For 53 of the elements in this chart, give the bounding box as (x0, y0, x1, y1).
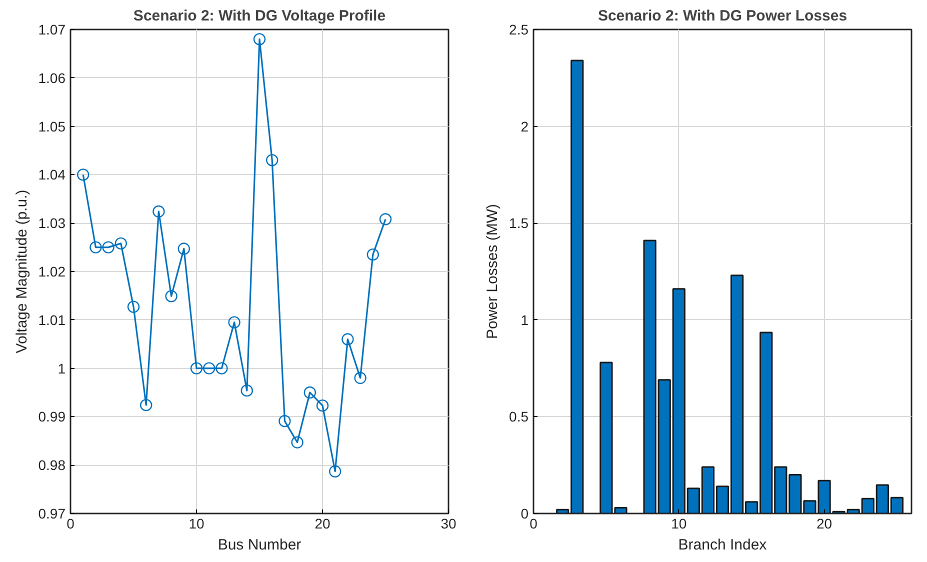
point (253, 33, 266, 46)
point (152, 205, 165, 218)
point (90, 241, 102, 254)
point (203, 362, 216, 374)
y-tick-label: 1 (58, 360, 66, 376)
y-tick-label: 1 (520, 312, 529, 328)
y-tick-label: 0.5 (509, 408, 529, 425)
point (240, 384, 253, 397)
point (342, 333, 354, 346)
point (379, 213, 392, 226)
x-axis-title: Branch Index (678, 536, 768, 554)
point (329, 465, 342, 478)
point (114, 237, 127, 250)
point (354, 372, 366, 384)
point (127, 300, 140, 313)
y-tick-label: 0.98 (38, 457, 66, 474)
y-tick-label: 2 (520, 118, 529, 134)
point (77, 168, 90, 181)
x-axis-title: Bus Number (218, 536, 302, 554)
chart-title: Scenario 2: With DG Power Losses (598, 8, 848, 24)
y-tick-label: 1.07 (38, 22, 66, 38)
y-tick-label: 1.03 (38, 215, 66, 232)
y-tick-label: 0 (520, 506, 529, 522)
point (304, 386, 316, 399)
point (266, 154, 278, 166)
x-tick-label: 30 (440, 516, 456, 532)
point (140, 398, 152, 412)
point (366, 248, 379, 261)
y-tick-label: 1.05 (38, 118, 66, 134)
y-tick-label: 1.06 (38, 70, 66, 86)
y-tick-label: 1.5 (509, 215, 529, 232)
x-tick-label: 10 (188, 516, 204, 532)
point (278, 414, 291, 428)
y-tick-label: 1.04 (38, 166, 66, 183)
chart-title: Scenario 2: With DG Voltage Profile (133, 8, 386, 24)
y-axis-title: Voltage Magnitude (p.u.) (13, 190, 30, 354)
point (102, 241, 114, 254)
x-tick-label: 20 (816, 516, 832, 532)
y-tick-label: 2.5 (509, 22, 529, 38)
y-tick-label: 0.97 (38, 506, 66, 522)
y-tick-label: 1.02 (38, 264, 66, 280)
y-tick-label: 0.99 (38, 408, 66, 425)
x-tick-label: 20 (314, 516, 330, 532)
point (316, 399, 329, 412)
point (178, 242, 190, 255)
point (216, 362, 228, 374)
x-tick-label: 10 (671, 516, 687, 532)
y-tick-label: 1.01 (38, 312, 66, 328)
y-axis-title: Power Losses (MW) (484, 204, 502, 340)
point (291, 436, 304, 448)
point (228, 316, 240, 328)
point (190, 362, 203, 374)
point (165, 290, 178, 302)
